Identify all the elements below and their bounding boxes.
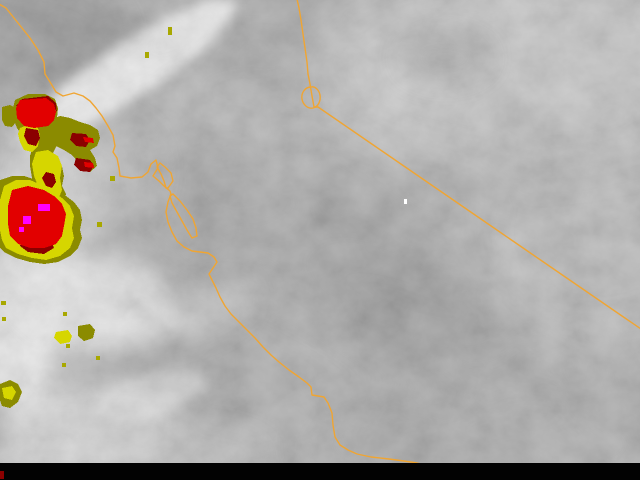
station-marker-dot xyxy=(404,199,407,204)
enhancement-specks xyxy=(0,27,172,408)
lake-tahoe-outline xyxy=(301,86,321,109)
ir-enhancement-layer xyxy=(0,27,172,408)
status-bar: 570057 G-10 IMG 4 11 JAN 04011 160014 04… xyxy=(0,463,640,480)
california-coastline xyxy=(0,3,420,463)
san-francisco-bay-south xyxy=(169,193,198,239)
noise-layer xyxy=(0,0,640,463)
satellite-image-canvas xyxy=(0,0,640,463)
map-overlay-layer xyxy=(0,0,640,463)
ca-nv-state-border xyxy=(296,0,640,330)
status-bar-red-artifact xyxy=(0,471,4,479)
san-francisco-bay-north xyxy=(156,162,174,189)
